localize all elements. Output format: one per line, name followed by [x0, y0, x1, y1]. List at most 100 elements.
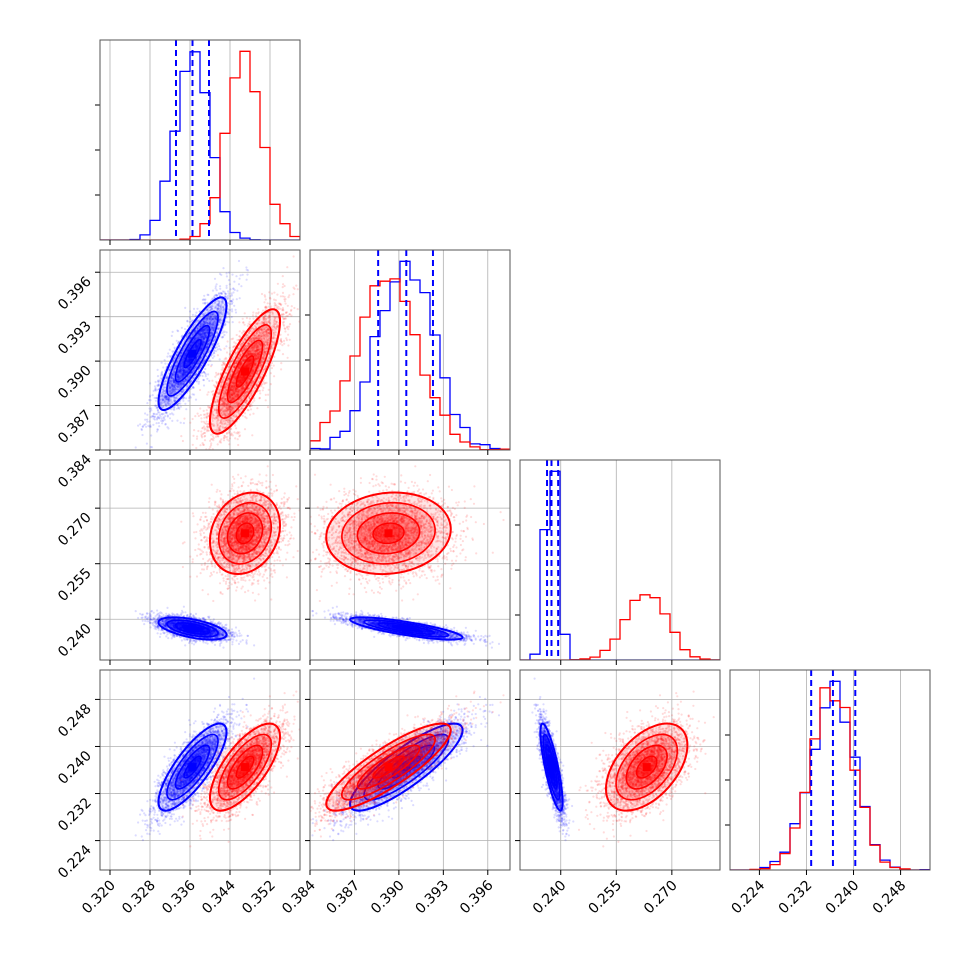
sample-point	[217, 302, 221, 305]
sample-point	[202, 298, 205, 301]
sample-point	[213, 301, 217, 304]
sample-point	[157, 421, 160, 425]
sample-point	[171, 330, 174, 333]
sample-point	[288, 338, 291, 341]
sample-point	[187, 399, 190, 402]
sample-point	[206, 318, 209, 321]
sample-point	[201, 353, 205, 356]
sample-point	[186, 325, 189, 328]
sample-point	[290, 305, 293, 308]
sample-point	[177, 377, 180, 380]
sample-point	[158, 411, 161, 414]
sample-point	[158, 379, 161, 382]
sample-point	[181, 372, 184, 375]
sample-point	[209, 336, 212, 339]
sample-point	[279, 307, 282, 310]
sample-point	[259, 392, 262, 395]
sample-point	[185, 379, 188, 382]
sample-point	[189, 358, 192, 361]
sample-point	[211, 297, 214, 300]
sample-point	[146, 418, 149, 421]
sample-point	[227, 297, 230, 300]
sample-point	[165, 411, 168, 414]
sample-point	[200, 466, 202, 468]
sample-point	[189, 344, 192, 347]
sample-point	[187, 366, 190, 369]
sample-point	[202, 384, 206, 387]
sample-point	[201, 322, 205, 325]
series-0-scatter	[134, 259, 250, 449]
sample-point	[162, 416, 165, 419]
sample-point	[289, 309, 293, 312]
sample-point	[228, 271, 231, 274]
sample-point	[159, 398, 162, 401]
sample-point	[155, 406, 158, 410]
sample-point	[267, 305, 270, 308]
sample-point	[171, 386, 174, 389]
sample-point	[192, 346, 195, 349]
sample-point	[186, 367, 190, 371]
sample-point	[187, 357, 190, 360]
sample-point	[227, 279, 231, 282]
sample-point	[205, 317, 208, 320]
sample-point	[208, 322, 211, 325]
sample-point	[205, 331, 208, 334]
sample-point	[161, 370, 164, 373]
sample-point	[213, 277, 217, 280]
sample-point	[156, 406, 159, 409]
sample-point	[215, 283, 218, 286]
sample-point	[227, 290, 230, 293]
sample-point	[205, 332, 208, 335]
sample-point	[178, 370, 181, 373]
sample-point	[188, 357, 191, 360]
sample-point	[176, 376, 179, 379]
sample-point	[197, 336, 200, 339]
sample-point	[235, 298, 238, 301]
sample-point	[203, 439, 207, 442]
sample-point	[287, 333, 290, 336]
sample-point	[210, 456, 212, 458]
sample-point	[173, 371, 176, 374]
sample-point	[166, 400, 169, 403]
sample-point	[160, 398, 164, 401]
sample-point	[169, 383, 172, 387]
sample-point	[218, 317, 221, 320]
sample-point	[229, 300, 232, 303]
sample-point	[225, 345, 228, 348]
sample-point	[222, 437, 225, 440]
sample-point	[235, 275, 238, 278]
sample-point	[183, 380, 186, 383]
sample-point	[217, 450, 219, 452]
sample-point	[236, 289, 239, 292]
sample-point	[154, 388, 157, 391]
sample-point	[204, 298, 207, 301]
sample-point	[237, 259, 241, 263]
sample-point	[202, 379, 205, 382]
sample-point	[213, 325, 216, 329]
sample-point	[182, 399, 185, 402]
sample-point	[211, 289, 215, 292]
sample-point	[235, 427, 238, 430]
sample-point	[191, 393, 194, 396]
sample-point	[214, 287, 217, 290]
sample-point	[215, 315, 218, 318]
sample-point	[221, 292, 224, 295]
sample-point	[230, 300, 233, 303]
sample-point	[171, 378, 175, 381]
sample-point	[224, 292, 227, 295]
sample-point	[207, 373, 210, 376]
sample-point	[155, 397, 158, 400]
sample-point	[179, 373, 183, 376]
sample-point	[248, 320, 251, 323]
sample-point	[276, 282, 279, 285]
sample-point	[245, 268, 248, 271]
sample-point	[235, 333, 238, 337]
sample-point	[188, 316, 191, 319]
sample-point	[207, 363, 210, 366]
sample-point	[188, 376, 191, 379]
sample-point	[155, 396, 158, 399]
sample-point	[219, 285, 222, 288]
sample-point	[193, 331, 196, 334]
sample-point	[161, 400, 164, 403]
